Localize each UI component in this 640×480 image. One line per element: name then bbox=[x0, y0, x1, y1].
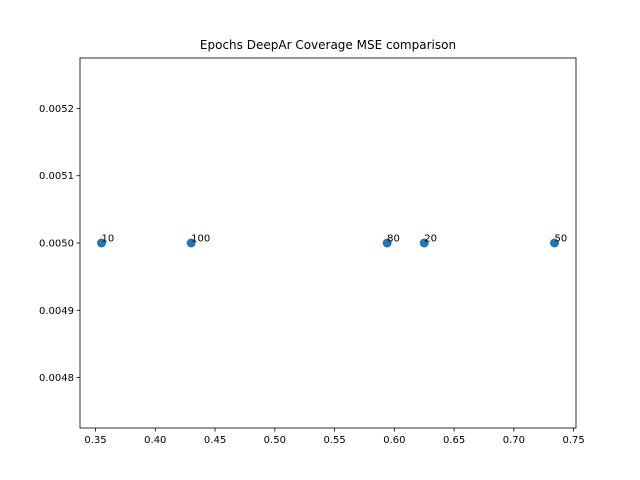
x-axis: 0.35 0.40 0.45 0.50 0.55 0.60 0.65 0.70 0.75 bbox=[84, 428, 585, 446]
chart-title: Epochs DeepAr Coverage MSE comparison bbox=[200, 38, 456, 52]
data-point-label: 10 bbox=[102, 234, 115, 245]
x-tick-label: 0.55 bbox=[323, 435, 345, 446]
y-tick-label: 0.0048 bbox=[39, 373, 74, 384]
data-point-80 bbox=[382, 238, 392, 248]
data-points: 10 100 80 20 50 bbox=[97, 234, 567, 248]
data-point-50 bbox=[549, 238, 559, 248]
x-tick-label: 0.65 bbox=[443, 435, 465, 446]
y-axis: 0.0048 0.0049 0.0050 0.0051 0.0052 bbox=[39, 104, 80, 384]
data-point-label: 100 bbox=[191, 234, 210, 245]
x-tick-label: 0.50 bbox=[264, 435, 286, 446]
data-point-20 bbox=[419, 238, 429, 248]
data-point-label: 20 bbox=[424, 234, 437, 245]
data-point-100 bbox=[186, 238, 196, 248]
y-tick-label: 0.0052 bbox=[39, 104, 74, 115]
plot-area-frame bbox=[79, 57, 577, 429]
data-point-label: 50 bbox=[554, 234, 567, 245]
y-tick-label: 0.0049 bbox=[39, 306, 74, 317]
x-tick-label: 0.35 bbox=[84, 435, 106, 446]
y-tick-label: 0.0051 bbox=[39, 171, 74, 182]
x-tick-label: 0.70 bbox=[503, 435, 525, 446]
data-point-10 bbox=[97, 238, 107, 248]
x-tick-label: 0.75 bbox=[562, 435, 584, 446]
data-point-label: 80 bbox=[387, 234, 400, 245]
x-tick-label: 0.40 bbox=[144, 435, 166, 446]
x-tick-label: 0.60 bbox=[383, 435, 405, 446]
x-tick-label: 0.45 bbox=[204, 435, 226, 446]
y-tick-label: 0.0050 bbox=[39, 239, 74, 250]
